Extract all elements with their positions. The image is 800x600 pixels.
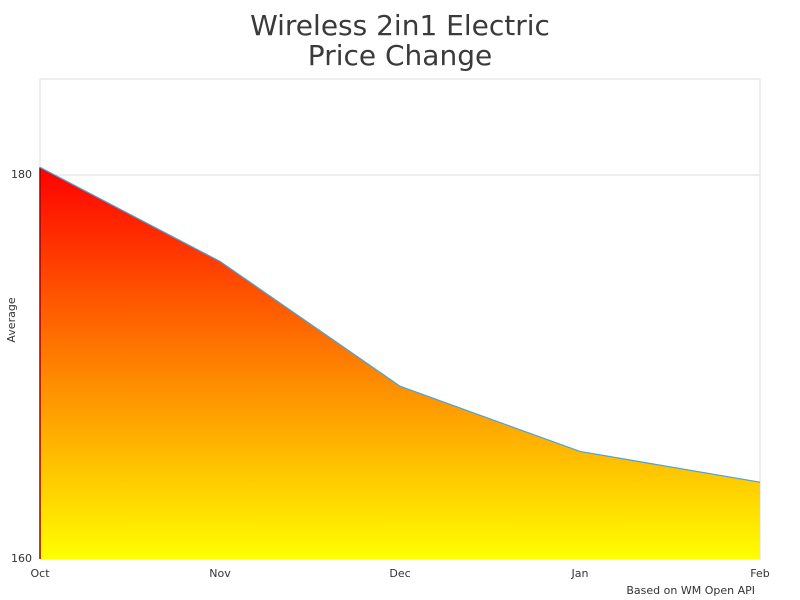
x-tick-label: Oct	[30, 567, 50, 580]
x-tick-label: Dec	[389, 567, 410, 580]
chart-title: Price Change	[308, 39, 492, 72]
x-tick-label: Feb	[750, 567, 769, 580]
line	[39, 166, 761, 483]
y-axis-label: Average	[5, 297, 18, 342]
y-tick-label: 160	[11, 552, 32, 565]
area	[40, 167, 760, 559]
chart-title: Wireless 2in1 Electric	[250, 9, 550, 42]
source-note: Based on WM Open API	[626, 584, 755, 597]
x-tick-label: Nov	[209, 567, 231, 580]
y-tick-label: 180	[11, 168, 32, 181]
x-tick-label: Jan	[571, 567, 589, 580]
